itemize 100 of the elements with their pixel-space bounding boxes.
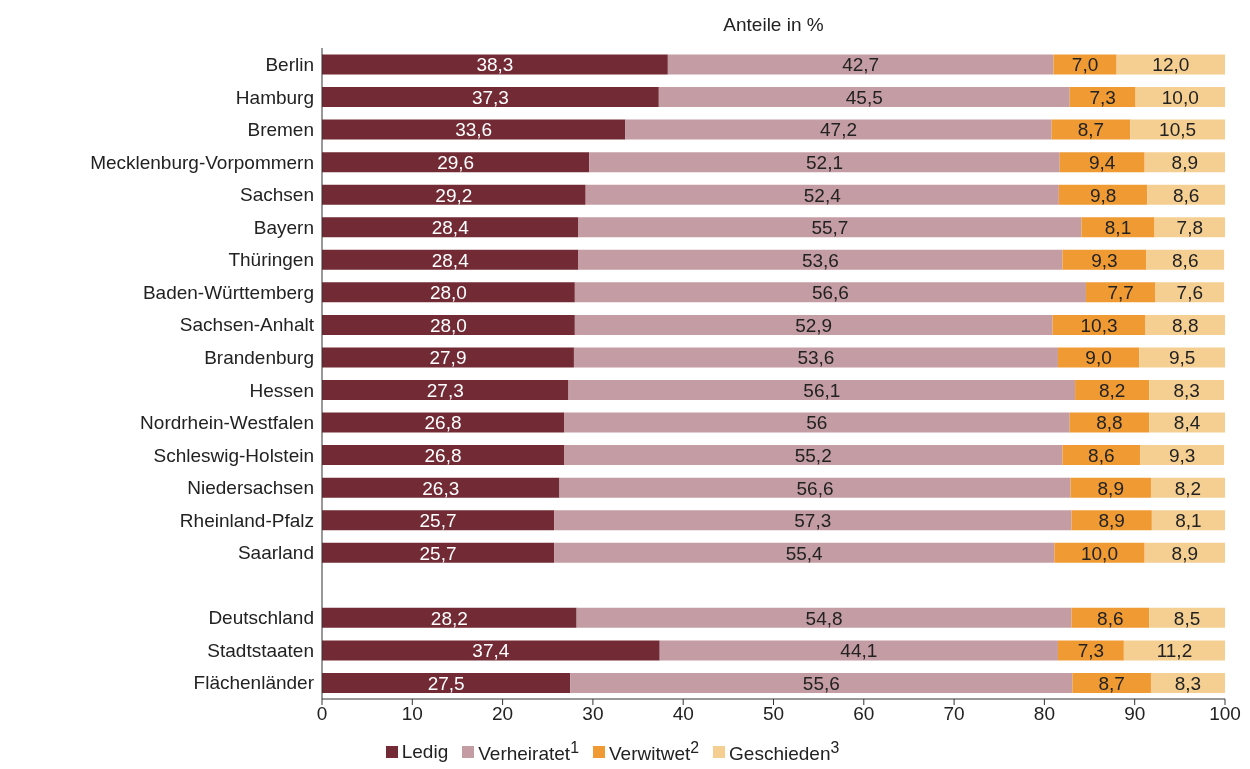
data-label: 7,3 [1077,640,1105,662]
data-label: 11,2 [1156,640,1193,662]
data-label: 8,9 [1097,477,1124,499]
data-label: 8,6 [1097,607,1124,629]
x-tick-label: 60 [853,703,875,725]
data-label: 8,8 [1172,314,1199,336]
bar [1123,640,1225,661]
x-tick-label: 70 [943,703,965,725]
legend-label: Geschieden$^{3}$ [729,739,840,766]
bar [659,640,1058,661]
data-label: 8,9 [1171,542,1199,564]
y-tick-label: Brandenburg [204,346,314,368]
data-label: 44,1 [840,640,878,662]
bar [585,184,1059,205]
y-tick-label: Schleswig-Holstein [153,444,314,466]
y-tick-label: Bremen [247,119,314,141]
bar [322,119,626,140]
bar [576,607,1072,628]
data-label: 8,7 [1077,119,1105,141]
data-label: 52,4 [803,184,842,206]
x-tick-label: 50 [762,703,785,725]
x-tick-label: 20 [492,703,514,725]
data-label: 7,0 [1071,54,1099,76]
data-label: 42,7 [842,54,880,76]
data-label: 29,6 [437,152,475,173]
bar [322,380,569,401]
bar [1085,282,1156,303]
data-label: 8,6 [1088,444,1115,466]
bar [1081,217,1155,238]
data-label: 10,3 [1080,314,1118,336]
legend-label: Ledig [401,741,449,764]
bar [1057,640,1124,661]
y-tick-label: Deutschland [208,607,314,629]
y-tick-label: Berlin [265,54,314,76]
chart-title: Anteile in % [722,14,825,36]
data-label: 38,3 [476,54,514,76]
bar [667,54,1054,75]
bar [1139,347,1225,368]
bar [322,282,575,303]
bar [578,249,1063,270]
data-label: 47,2 [820,119,858,141]
data-label: 26,8 [424,412,462,434]
bar [1051,119,1131,140]
y-tick-label: Bayern [253,216,314,238]
data-label: 27,3 [426,379,464,401]
data-label: 7,6 [1176,282,1203,304]
data-label: 8,7 [1098,672,1125,694]
data-label: 8,5 [1173,607,1201,629]
bar [573,347,1058,368]
y-tick-label: Thüringen [228,249,314,271]
bar [1116,54,1225,75]
bar [1057,347,1140,368]
data-label: 55,7 [811,217,849,239]
data-label: 33,6 [455,119,493,141]
bar [554,542,1055,563]
bar [322,412,564,433]
data-label: 28,0 [429,314,467,336]
data-label: 28,4 [431,249,470,271]
y-tick-label: Rheinland-Pfalz [179,509,314,531]
y-tick-label: Flächenländer [193,672,315,694]
bar [322,607,577,628]
data-label: 52,1 [806,152,844,173]
data-label: 27,9 [429,347,467,369]
bar [574,282,1086,303]
bar [322,217,579,238]
bar [578,217,1082,238]
x-tick-label: 100 [1209,703,1241,725]
bar [1155,282,1225,303]
bar [1072,672,1151,693]
bar [322,672,571,693]
bar [322,314,575,335]
data-label: 57,3 [794,510,832,532]
data-label: 53,6 [797,347,835,369]
data-label: 56,1 [803,379,841,401]
data-label: 10,0 [1161,86,1199,108]
data-label: 29,2 [435,184,473,206]
data-label: 9,3 [1091,249,1118,271]
x-tick-label: 10 [401,703,423,725]
data-label: 54,8 [805,607,843,629]
bar [589,152,1060,173]
bar [322,54,668,75]
data-label: 56,6 [796,477,834,499]
data-label: 56 [806,412,828,434]
data-label: 7,8 [1176,217,1203,239]
data-label: 10,5 [1159,119,1197,141]
bar [322,640,660,661]
data-label: 8,6 [1172,249,1199,271]
data-label: 26,3 [422,477,460,499]
y-tick-label: Baden-Württemberg [142,281,314,303]
data-label: 28,0 [429,282,467,304]
data-label: 9,3 [1168,444,1196,466]
data-label: 28,2 [430,607,468,629]
bar [658,87,1070,108]
data-label: 9,4 [1088,152,1116,173]
data-label: 8,3 [1174,672,1202,694]
bar [322,184,586,205]
data-label: 25,7 [419,510,457,532]
data-label: 8,4 [1173,412,1201,434]
data-label: 37,3 [471,86,509,108]
data-label: 8,2 [1098,379,1126,401]
